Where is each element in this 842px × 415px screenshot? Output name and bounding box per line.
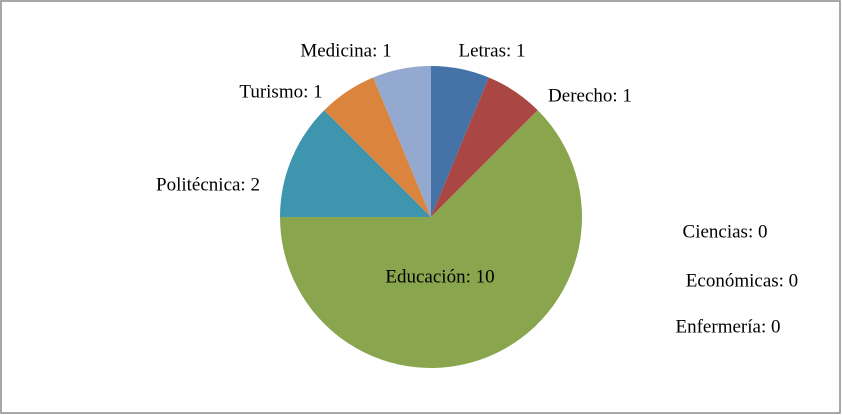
- data-label: Económicas: 0: [686, 270, 798, 291]
- data-label: Turismo: 1: [239, 81, 322, 102]
- pie-slice: [431, 77, 538, 217]
- pie-slice: [280, 110, 431, 217]
- pie-slice: [324, 77, 431, 217]
- data-label: Medicina: 1: [300, 40, 391, 61]
- pie-slice: [431, 66, 489, 217]
- data-label: Politécnica: 2: [156, 174, 260, 195]
- data-label: Derecho: 1: [548, 85, 632, 106]
- pie-slice: [280, 110, 582, 369]
- data-label: Educación: 10: [385, 266, 494, 287]
- data-label: Letras: 1: [458, 40, 525, 61]
- pie-slice: [373, 66, 431, 217]
- data-label: Ciencias: 0: [683, 221, 768, 242]
- data-label: Enfermería: 0: [676, 316, 781, 337]
